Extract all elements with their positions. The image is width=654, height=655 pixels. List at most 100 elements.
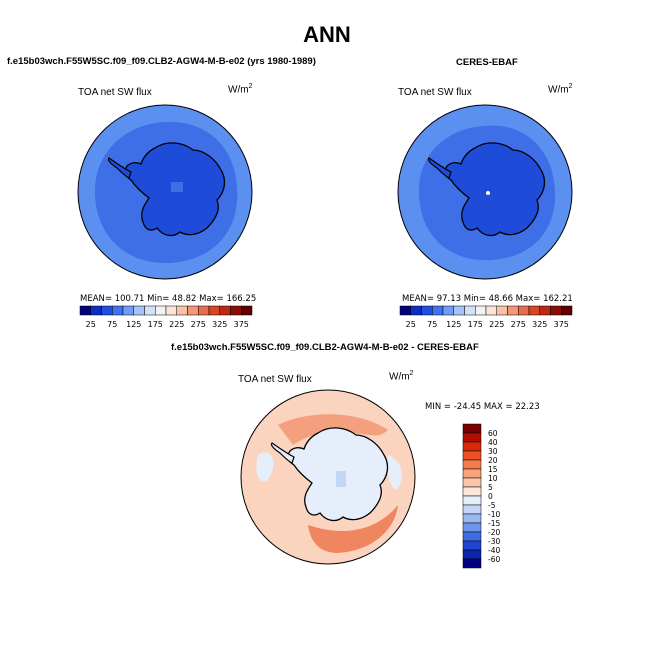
obs-colorbar-swatch-13: [539, 305, 551, 316]
model-colorbar-swatch-14: [230, 305, 242, 316]
obs-colorbar-tick-label: 75: [427, 320, 437, 329]
diff-colorbar-swatch-10: [462, 513, 482, 524]
diff-colorbar-tick-label: 40: [488, 438, 498, 447]
obs-panel-header: CERES-EBAF: [456, 57, 518, 68]
diff-colorbar-tick-label: -20: [488, 528, 500, 537]
diff-colorbar-swatch-13: [462, 540, 482, 551]
diff-colorbar-swatch-2: [462, 441, 482, 452]
obs-colorbar-tick-label: 375: [554, 320, 569, 329]
diff-colorbar-swatch-15: [462, 558, 482, 569]
diff-colorbar-tick-label: 30: [488, 447, 498, 456]
model-colorbar-swatch-5: [133, 305, 145, 316]
obs-map-border: [397, 104, 573, 280]
obs-colorbar: 25 75 125 175 225 275 325 375: [399, 305, 573, 329]
obs-colorbar-swatch-12: [528, 305, 540, 316]
diff-colorbar-tick-label: 20: [488, 456, 498, 465]
model-colorbar-tick-label: 275: [191, 320, 206, 329]
diff-colorbar-swatch-9: [462, 504, 482, 515]
obs-colorbar-swatch-10: [507, 305, 519, 316]
obs-colorbar-tick-label: 325: [532, 320, 547, 329]
diff-cool-patch-east: [387, 455, 402, 490]
diff-colorbar-tick-label: -30: [488, 537, 500, 546]
model-colorbar-tick-label: 75: [107, 320, 117, 329]
obs-colorbar-swatch-7: [475, 305, 487, 316]
diff-colorbar-tick-label: 15: [488, 465, 498, 474]
obs-colorbar-swatch-6: [464, 305, 476, 316]
obs-stats-label: MEAN= 97.13 Min= 48.66 Max= 162.21: [402, 294, 573, 304]
model-colorbar-swatch-3: [112, 305, 124, 316]
model-colorbar-tick-label: 375: [234, 320, 249, 329]
obs-colorbar-swatch-14: [550, 305, 562, 316]
diff-variable-label: TOA net SW flux: [238, 374, 312, 385]
model-panel-header: f.e15b03wch.F55W5SC.f09_f09.CLB2-AGW4-M-…: [7, 56, 316, 67]
model-colorbar-swatch-1: [90, 305, 102, 316]
model-colorbar-tick-label: 175: [148, 320, 163, 329]
model-colorbar-swatch-4: [122, 305, 134, 316]
model-colorbar-swatch-2: [101, 305, 113, 316]
diff-ice-anomaly: [336, 471, 346, 487]
model-colorbar-swatch-9: [176, 305, 188, 316]
obs-variable-label: TOA net SW flux: [398, 87, 472, 98]
diff-stats-label: MIN = -24.45 MAX = 22.23: [425, 402, 540, 412]
obs-pole-marker: [486, 191, 490, 195]
diff-colorbar-tick-label: -15: [488, 519, 500, 528]
diff-colorbar-swatch-3: [462, 450, 482, 461]
model-colorbar-swatch-11: [198, 305, 210, 316]
obs-ice-sheet: [444, 142, 546, 237]
model-colorbar-swatch-6: [144, 305, 156, 316]
diff-colorbar-swatch-5: [462, 468, 482, 479]
diff-panel-header: f.e15b03wch.F55W5SC.f09_f09.CLB2-AGW4-M-…: [171, 342, 479, 353]
diff-colorbar-tick-label: -60: [488, 555, 500, 564]
obs-colorbar-swatch-1: [410, 305, 422, 316]
obs-colorbar-tick-label: 225: [489, 320, 504, 329]
figure-title: ANN: [303, 22, 351, 47]
obs-colorbar-swatch-4: [442, 305, 454, 316]
model-colorbar-tick-label: 125: [126, 320, 141, 329]
obs-colorbar-swatch-0: [399, 305, 411, 316]
diff-peninsula: [270, 442, 295, 464]
model-colorbar-swatch-0: [79, 305, 91, 316]
obs-colorbar-swatch-2: [421, 305, 433, 316]
obs-colorbar-tick-label: 125: [446, 320, 461, 329]
diff-colorbar-swatch-0: [462, 423, 482, 434]
model-colorbar-swatch-15: [241, 305, 253, 316]
obs-colorbar-tick-label: 275: [511, 320, 526, 329]
diff-colorbar-swatch-7: [462, 486, 482, 497]
model-colorbar-swatch-12: [208, 305, 220, 316]
model-peninsula: [107, 157, 132, 179]
diff-colorbar-tick-label: -10: [488, 510, 500, 519]
model-colorbar-swatch-13: [219, 305, 231, 316]
diff-colorbar-swatch-12: [462, 531, 482, 542]
diff-colorbar-tick-label: 60: [488, 429, 498, 438]
diff-warm-south: [308, 505, 398, 553]
diff-map-border: [240, 389, 416, 565]
model-polar-map: [77, 104, 253, 280]
diff-colorbar-swatch-11: [462, 522, 482, 533]
model-colorbar-swatch-10: [187, 305, 199, 316]
diff-cool-patch: [256, 452, 274, 482]
model-stats-label: MEAN= 100.71 Min= 48.82 Max= 166.25: [80, 294, 257, 304]
diff-colorbar-swatch-14: [462, 549, 482, 560]
model-colorbar-tick-label: 25: [86, 320, 96, 329]
obs-polar-map: [397, 104, 573, 280]
diff-colorbar-tick-label: 0: [488, 492, 493, 501]
diff-colorbar-tick-label: -5: [488, 501, 496, 510]
obs-colorbar-swatch-3: [432, 305, 444, 316]
model-variable-label: TOA net SW flux: [78, 87, 152, 98]
obs-colorbar-swatch-11: [518, 305, 530, 316]
diff-polar-map: [240, 389, 416, 565]
obs-colorbar-swatch-9: [496, 305, 508, 316]
obs-colorbar-tick-label: 175: [468, 320, 483, 329]
model-colorbar-tick-label: 325: [212, 320, 227, 329]
model-colorbar-tick-label: 225: [169, 320, 184, 329]
diff-colorbar-swatch-1: [462, 432, 482, 443]
diff-colorbar-swatch-8: [462, 495, 482, 506]
diff-colorbar-tick-label: -40: [488, 546, 500, 555]
obs-units-label: W/m2: [548, 83, 573, 96]
model-colorbar-swatch-7: [155, 305, 167, 316]
model-units-label: W/m2: [228, 83, 253, 96]
obs-colorbar-swatch-15: [561, 305, 573, 316]
diff-colorbar-tick-label: 10: [488, 474, 498, 483]
obs-colorbar-swatch-8: [485, 305, 497, 316]
